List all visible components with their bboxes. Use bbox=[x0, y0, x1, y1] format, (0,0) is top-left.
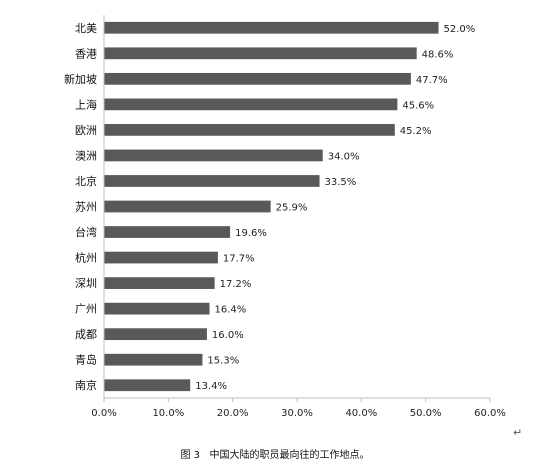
paragraph-return-mark: ↵ bbox=[513, 426, 523, 439]
data-label: 16.0% bbox=[212, 330, 244, 341]
category-label: 成都 bbox=[75, 328, 97, 341]
x-tick-label: 10.0% bbox=[152, 408, 184, 419]
bar bbox=[104, 302, 210, 315]
bar bbox=[104, 124, 395, 136]
category-label: 苏州 bbox=[75, 201, 97, 214]
category-label: 香港 bbox=[75, 47, 97, 60]
category-label: 广州 bbox=[75, 303, 97, 316]
x-tick-label: 0.0% bbox=[91, 408, 116, 419]
data-label: 15.3% bbox=[207, 356, 239, 367]
bars-layer: 北美 52.0% 香港 48.6% 新加坡 47.7% 上海 45.6% 欧洲 45.2% 澳洲 34… bbox=[64, 22, 475, 392]
data-label: 45.2% bbox=[400, 126, 432, 137]
bar bbox=[104, 353, 203, 366]
bar bbox=[104, 47, 417, 60]
data-label: 17.2% bbox=[220, 279, 252, 290]
data-label: 52.0% bbox=[444, 24, 476, 35]
bar bbox=[104, 98, 398, 111]
x-ticks-layer: 0.0% 10.0% 20.0% 30.0% 40.0% 50.0% 60.0% bbox=[91, 398, 506, 419]
x-tick-label: 30.0% bbox=[281, 408, 313, 419]
category-label: 南京 bbox=[75, 378, 97, 392]
category-label: 杭州 bbox=[75, 251, 97, 265]
x-tick-label: 40.0% bbox=[345, 408, 377, 419]
data-label: 48.6% bbox=[422, 49, 454, 60]
bar-chart: 北美 52.0% 香港 48.6% 新加坡 47.7% 上海 45.6% 欧洲 45.2% 澳洲 34… bbox=[64, 15, 506, 419]
category-label: 新加坡 bbox=[64, 72, 97, 86]
figure-caption: 图 3 中国大陆的职员最向往的工作地点。 bbox=[180, 450, 370, 461]
data-label: 25.9% bbox=[276, 203, 308, 214]
category-label: 深圳 bbox=[75, 277, 97, 290]
category-label: 北美 bbox=[75, 22, 97, 35]
bar bbox=[104, 72, 411, 85]
bar bbox=[104, 200, 271, 213]
category-label: 北京 bbox=[75, 174, 97, 188]
bar bbox=[104, 251, 218, 264]
bar bbox=[104, 379, 191, 392]
data-label: 33.5% bbox=[325, 177, 357, 188]
bar bbox=[104, 226, 231, 238]
data-label: 45.6% bbox=[402, 100, 434, 111]
data-label: 47.7% bbox=[416, 75, 448, 86]
category-label: 青岛 bbox=[75, 353, 97, 367]
data-label: 17.7% bbox=[223, 254, 255, 265]
category-label: 上海 bbox=[75, 97, 97, 111]
bar bbox=[104, 277, 215, 289]
data-label: 34.0% bbox=[328, 151, 360, 162]
data-label: 16.4% bbox=[215, 305, 247, 316]
x-tick-label: 60.0% bbox=[474, 408, 506, 419]
x-tick-label: 20.0% bbox=[217, 408, 249, 419]
data-label: 13.4% bbox=[195, 381, 227, 392]
bar bbox=[104, 175, 320, 187]
category-label: 澳洲 bbox=[75, 149, 97, 162]
data-label: 19.6% bbox=[235, 228, 267, 239]
bar bbox=[104, 149, 323, 162]
category-label: 欧洲 bbox=[75, 124, 97, 137]
x-tick-label: 50.0% bbox=[410, 408, 442, 419]
category-label: 台湾 bbox=[75, 225, 97, 239]
bar bbox=[104, 21, 439, 34]
bar bbox=[104, 328, 207, 341]
